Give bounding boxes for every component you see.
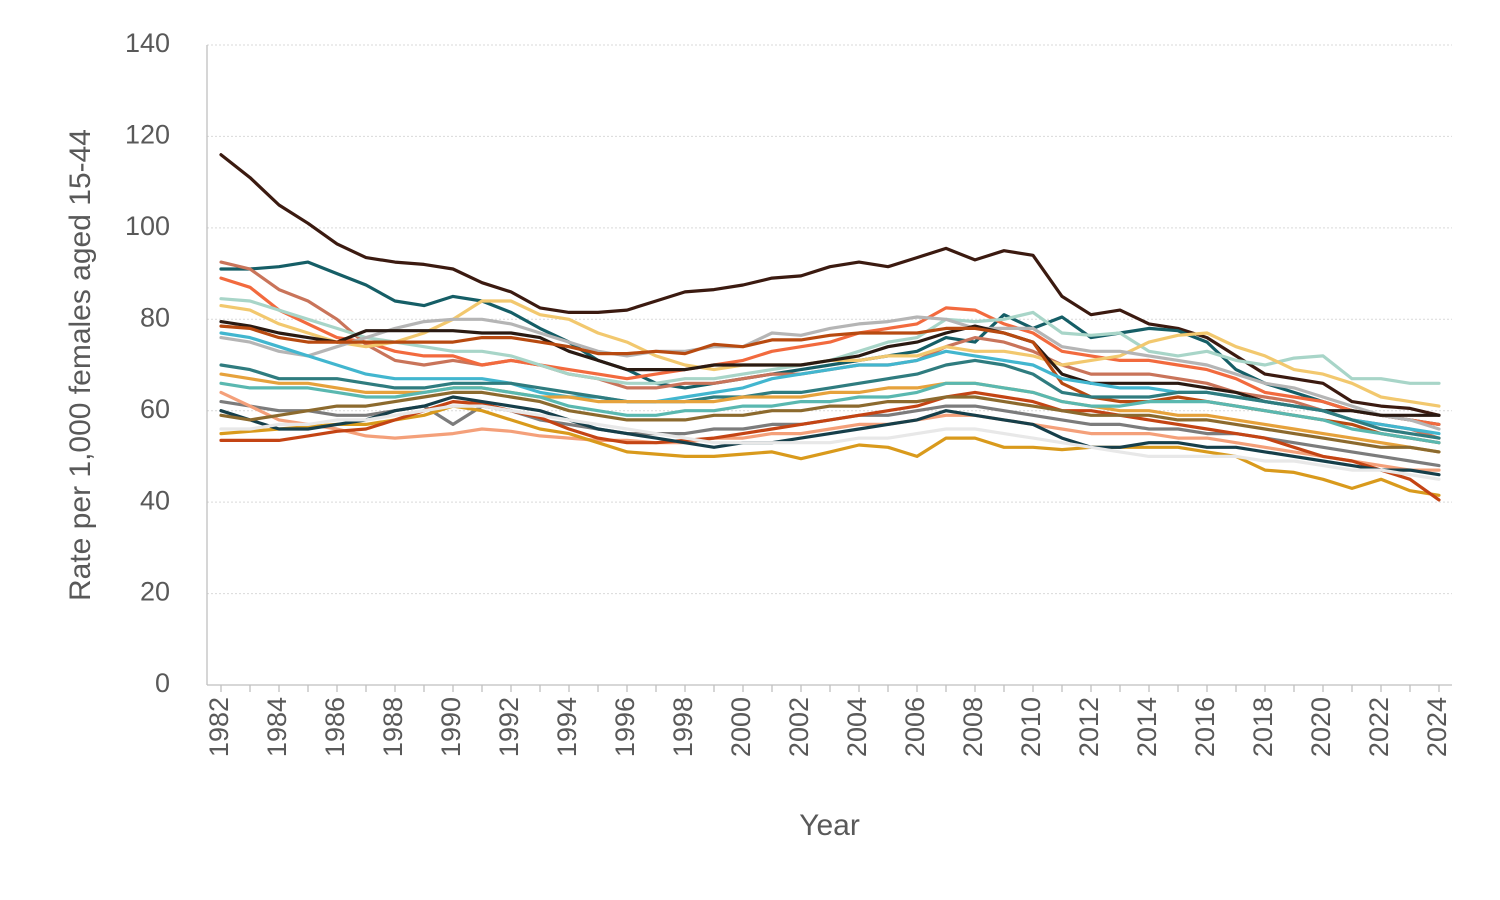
x-tick-label: 2002 [784,697,814,757]
x-tick-label: 1994 [552,697,582,757]
x-tick-label: 2008 [958,697,988,757]
y-tick-label: 80 [140,302,170,332]
x-tick-label: 2010 [1016,697,1046,757]
x-tick-label: 1986 [320,697,350,757]
x-tick-label: 2024 [1422,697,1452,757]
series-line-8 [219,320,1441,417]
y-tick-label: 140 [125,28,170,58]
series-line-19 [219,390,1441,454]
x-axis-ticks: 1982 1984 1986 1988 1990 1992 1994 1996 1998 2000… [204,685,1452,757]
y-axis-ticks: 0 20 40 60 80 100 120 140 [125,28,170,698]
series-line-14 [219,390,1441,472]
x-tick-label: 2018 [1248,697,1278,757]
series-line-17 [219,395,1441,477]
x-tick-label: 2012 [1074,697,1104,757]
y-tick-label: 0 [155,668,170,698]
y-tick-label: 120 [125,120,170,150]
series-line-7 [219,315,1441,431]
x-tick-label: 1982 [204,697,234,757]
y-tick-label: 100 [125,211,170,241]
series-lines [219,153,1441,502]
series-line-2 [219,260,1441,426]
x-axis-title: Year [799,809,860,842]
x-tick-label: 2004 [842,697,872,757]
x-tick-label: 2014 [1132,697,1162,757]
y-tick-label: 40 [140,485,170,515]
x-tick-label: 1990 [436,697,466,757]
x-tick-label: 2020 [1306,697,1336,757]
series-line-3 [219,260,1441,440]
series-line-4 [219,276,1441,426]
x-tick-label: 2000 [726,697,756,757]
series-line-1 [219,153,1441,417]
x-tick-label: 1998 [668,697,698,757]
x-tick-label: 1992 [494,697,524,757]
x-tick-label: 1984 [262,697,292,757]
x-tick-label: 2022 [1364,697,1394,757]
y-axis-title: Rate per 1,000 females aged 15-44 [64,129,97,601]
x-tick-label: 1996 [610,697,640,757]
y-tick-label: 60 [140,394,170,424]
series-line-20 [219,404,1441,481]
x-tick-label: 1988 [378,697,408,757]
series-line-11 [219,358,1441,440]
y-tick-label: 20 [140,577,170,607]
x-tick-label: 2006 [900,697,930,757]
gridlines [207,44,1452,595]
series-line-18 [219,381,1441,445]
x-tick-label: 2016 [1190,697,1220,757]
